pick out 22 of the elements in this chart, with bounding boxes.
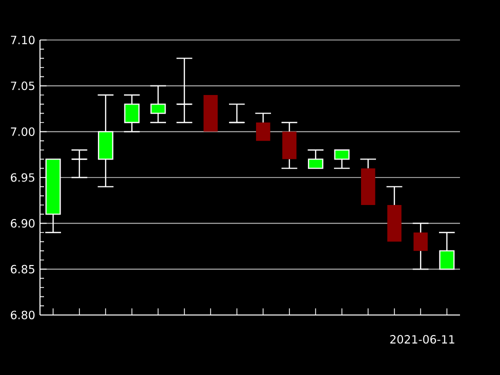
- y-tick-label: 6.95: [10, 173, 34, 182]
- y-tick-label: 7.10: [10, 36, 35, 44]
- candlestick: [333, 149, 350, 169]
- y-tick-label: 6.85: [10, 264, 34, 274]
- candlestick: [123, 94, 140, 132]
- candlestick: [97, 94, 114, 188]
- y-tick-label: 7.00: [10, 127, 35, 136]
- candlestick: [176, 58, 193, 124]
- y-tick-label: 7.05: [10, 82, 34, 90]
- candlestick: [438, 232, 456, 270]
- y-tick-label: 6.90: [10, 219, 35, 228]
- y-tick-label: 6.80: [10, 310, 35, 320]
- candlestick: [360, 158, 377, 205]
- candlestick: [280, 122, 298, 169]
- candlestick: [150, 85, 167, 124]
- candlestick: [254, 112, 272, 141]
- candlestick: [228, 104, 246, 124]
- candlestick: [386, 186, 403, 242]
- candlestick: [70, 149, 88, 178]
- candlestick: [307, 149, 324, 169]
- candlestick: [412, 222, 430, 270]
- text: 2021-06-11: [390, 335, 454, 344]
